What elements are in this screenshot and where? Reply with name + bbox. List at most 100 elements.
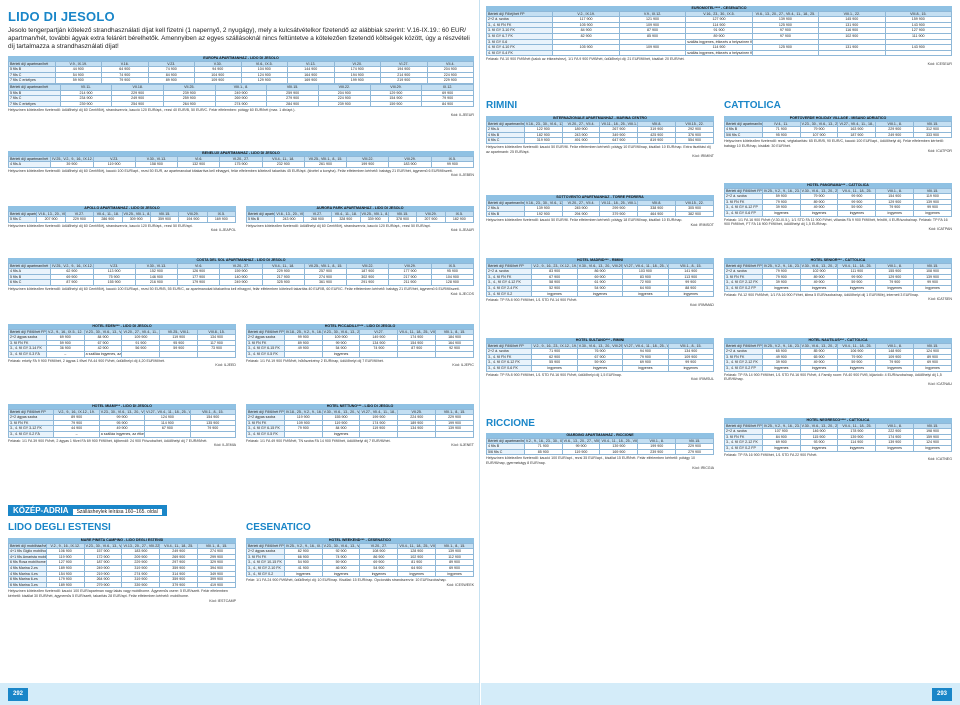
price-table-cell: 219 900 (380, 77, 428, 84)
price-table-header-row: Bérleti díj/ Fő/6/hét FP IV.25., V.2., 9.… (724, 187, 952, 195)
price-table-cell: ingyenes (321, 351, 361, 358)
price-table-title: HOTEL WEEKEND*** - CESENATICO (246, 538, 474, 543)
price-table-cell: 4+1 fős Amarista mobilhome/4 fő (8, 553, 47, 561)
price-table-cell: ingyenes (875, 210, 915, 217)
price-table-cell: ingyenes (799, 445, 839, 452)
price-table-header-cell: VIII.15. (913, 422, 952, 430)
price-table-header-cell: VII.11., 18., 25., VIII.1. (599, 120, 639, 128)
price-table-cell: ingyenes (913, 365, 952, 372)
price-table-grid: Bérleti díj/ apartman/hét VII.11. VII.18. V… (8, 84, 474, 108)
price-table-euromotel: EUROMOTEL**** - CESENATICO Bérleti díj/ F… (485, 6, 953, 67)
price-table-header-row: Bérleti díj/ apartman/hét IV.4., 11. V.23.… (724, 120, 952, 128)
price-table-cell: 84 900 (421, 100, 474, 108)
price-table-cell: ingyenes (283, 570, 323, 578)
price-table-cell: ingyenes (622, 365, 669, 372)
price-table-header-cell: VI.27., VII.4., 11., 18., 25., VIII.22. (622, 342, 669, 350)
price-table-code: Kód: ILJEEUR (450, 112, 474, 117)
price-table-cell: ingyenes (799, 285, 839, 292)
price-table-grid: Bérleti díj/ Fő/6/hét FP IV.25., V.2., 9.… (724, 187, 952, 217)
price-table-cell: 95 900 (430, 268, 475, 275)
price-table-note: Felárak: TP FA 8 900 Ft/fő/hét, 1/1 STD … (486, 298, 578, 303)
price-table-cell: ingyenes (531, 290, 578, 298)
price-table-note: Helyszínen kötelezően fizetendő: üdülőhe… (246, 223, 431, 228)
price-table-header-cell: Bérleti díj/ apartman/hét (486, 437, 525, 445)
price-table-cell: 3., 4. fő GY 6-12 FP (724, 204, 763, 211)
price-table-code: Kód: ILJECOS (450, 291, 474, 296)
price-table-header-cell: VIII.8., 15. (197, 328, 236, 336)
price-table-cell: 179 900 (177, 279, 221, 286)
price-table-cell: 3., 4. fő GY 0-5 FK (246, 351, 285, 358)
price-table-row: 3. fő GY 0-6 szállás ingyenes, étkezés a … (485, 38, 953, 46)
price-table-cell: 124 900 (913, 348, 952, 355)
price-table-header-cell: VII.25., VIII.1., 8., 15. (303, 155, 348, 163)
price-table-header-cell: VII.4., 11., 18., 25. (837, 187, 877, 195)
price-table-cell: 3., 4., fő GY 2-10 FK (246, 565, 285, 572)
price-table-header-cell: Bérleti díj/ Fő/6/hét FP (8, 328, 47, 336)
price-table-cell: 279 900 (675, 448, 714, 456)
price-table-panorama: HOTEL PANORAMA*** - CATTOLICA Bérleti díj… (724, 183, 952, 231)
price-table-row: 2+2 á. szoba 117 900 121 900 127 900 139 900… (485, 16, 953, 23)
price-table-title: HOTEL MADRID*** - RIMINI (486, 258, 714, 263)
price-table-grid: Bérleti díj/ Fő/6/hét FP IV.25., V.2., 9.… (246, 542, 474, 578)
price-table-cell: 333 900 (913, 131, 952, 139)
price-table-cell: 184 900 (435, 334, 474, 341)
price-table-row: 3., 4. fő FN FK 62 900 67 900 79 900 109 900 (485, 353, 715, 361)
price-table-cell: 139 900 (913, 273, 952, 281)
price-table-row: 3. fő FN FK 84 900 115 900 139 900 174 900 15… (724, 433, 952, 441)
price-table-grid: Bérleti díj/ Fő/6/hét FP IV.25., V.2., 9.… (724, 422, 952, 452)
price-table-header-cell: Bérleti díj/ apartman/hét (486, 120, 525, 128)
price-table-madrid: HOTEL MADRID*** - RIMINI Bérleti díj/ Fő/… (485, 258, 715, 307)
price-table-row: 3., 4. fő GY 6-15 FK 79 900 84 900 119 900 1… (246, 425, 474, 432)
price-table-row: 3., 4. fő GY 2-12 FK 39 900 49 900 59 900 79… (724, 279, 952, 286)
price-table-cell: 232 900 (261, 161, 305, 168)
price-table-title: PORTOVERDE HOLIDAY VILLAGE - MISANO ADRI… (724, 116, 952, 121)
price-table-camping: MARE PINETA CAMPING - LIDO DEGLI ESTENSI… (8, 538, 236, 603)
price-table-cell: ingyenes (622, 290, 669, 298)
price-table-miami: HOTEL MIAMI*** - LIDO DI JESOLO Bérleti d… (7, 404, 237, 448)
price-table-cell: ingyenes (435, 570, 474, 578)
price-table-code: Kód: IRIMSUL (691, 377, 714, 382)
price-table-row: 3. fő FN FK 89 900 99 900 134 900 154 900 164… (246, 339, 474, 347)
region-label: KÖZÉP-ADRIA (13, 506, 69, 515)
price-table-cell: 229 900 (435, 414, 474, 421)
price-table-cell: 79 900 (101, 77, 149, 84)
price-table-note: Felárak: FA 10 900 Ft/fő/hét (kalok az é… (486, 57, 685, 62)
price-table-header-cell: Bérleti díj/ Fő/6/hét FP (724, 422, 763, 430)
price-table-header-cell: IV.25., V.2., 9., 16., IX.12. (50, 262, 94, 270)
price-table-row: 6 fős Rosa mobilhome 127 900 187 900 229 90… (8, 559, 236, 566)
price-table-row: 3. fő FN FK 79 900 95 900 114 900 135 900 (7, 419, 237, 427)
price-table-title: APOLLO APARTMANHÁZ - LIDO DI JESOLO (8, 206, 236, 211)
price-table-cell (552, 49, 620, 57)
price-table-cell: 3., 4., fő GY 0-2 (246, 570, 285, 578)
price-table-cell: 7 fős C (8, 71, 56, 79)
price-table-sultano: HOTEL SULTANO*** - RIMINI Bérleti díj/ Fő… (485, 338, 715, 382)
price-table-title: HOTEL MIAMI*** - LIDO DI JESOLO (8, 404, 236, 409)
price-table-cell: 339 900 (121, 581, 161, 589)
price-table-cell: 3., 4. fő GY 0-6 FK (485, 365, 533, 372)
price-table-cell: ingyenes (667, 290, 715, 298)
price-table-row: 3. fő FN FK 59 900 67 900 91 900 95 900 117 9… (8, 339, 236, 347)
price-table-cell: – (53, 431, 100, 438)
price-table-header-cell: Bérleti díj/ apartman/hét (245, 210, 276, 218)
price-table-cell: ingyenes (397, 570, 437, 578)
price-table-cell: 135 900 (189, 419, 237, 427)
price-table-cell: 264 900 (162, 100, 216, 108)
price-table-cell: 4. fő GY 0-4 FK (485, 49, 554, 57)
price-table-cell (397, 351, 437, 358)
price-table-cell: ingyenes (321, 570, 361, 578)
price-table-header-cell: Bérleti díj/ Fő/6/hét FP (724, 262, 763, 270)
price-table-cell: 143 900 (884, 21, 953, 29)
price-table-cell: 192 900 (523, 210, 563, 218)
price-table-cell: 159 900 (913, 433, 952, 441)
price-table-header-cell: VIII.15. (913, 342, 952, 350)
price-table-header-cell: Bérleti díj/ apartman/hét (8, 60, 56, 68)
price-table-header-cell: Bérleti díj/ apartman/hét (7, 262, 52, 270)
price-table-cell: 164 900 (435, 339, 474, 347)
price-table-row: 3., 4. fő GY 2-12 FK 69 900 93 900 114 900 1… (724, 439, 952, 446)
price-table-header-cell: V.30., VI.6., 13., 20., 27., VIII.22., 2… (799, 262, 839, 270)
price-table-cell: 88 900 (667, 285, 715, 292)
price-table-row: 6 fős C 319 900 491 900 647 900 819 900 554 9… (486, 137, 714, 144)
price-table-header-cell: VI.6., 13., 20., 27., VII.4., 11., 18., … (751, 10, 820, 18)
price-table-header-cell: IV.25., V.2., 9., 16., 23., IX.5., 12. (761, 187, 801, 195)
price-table-cell: 159 900 (369, 100, 423, 108)
